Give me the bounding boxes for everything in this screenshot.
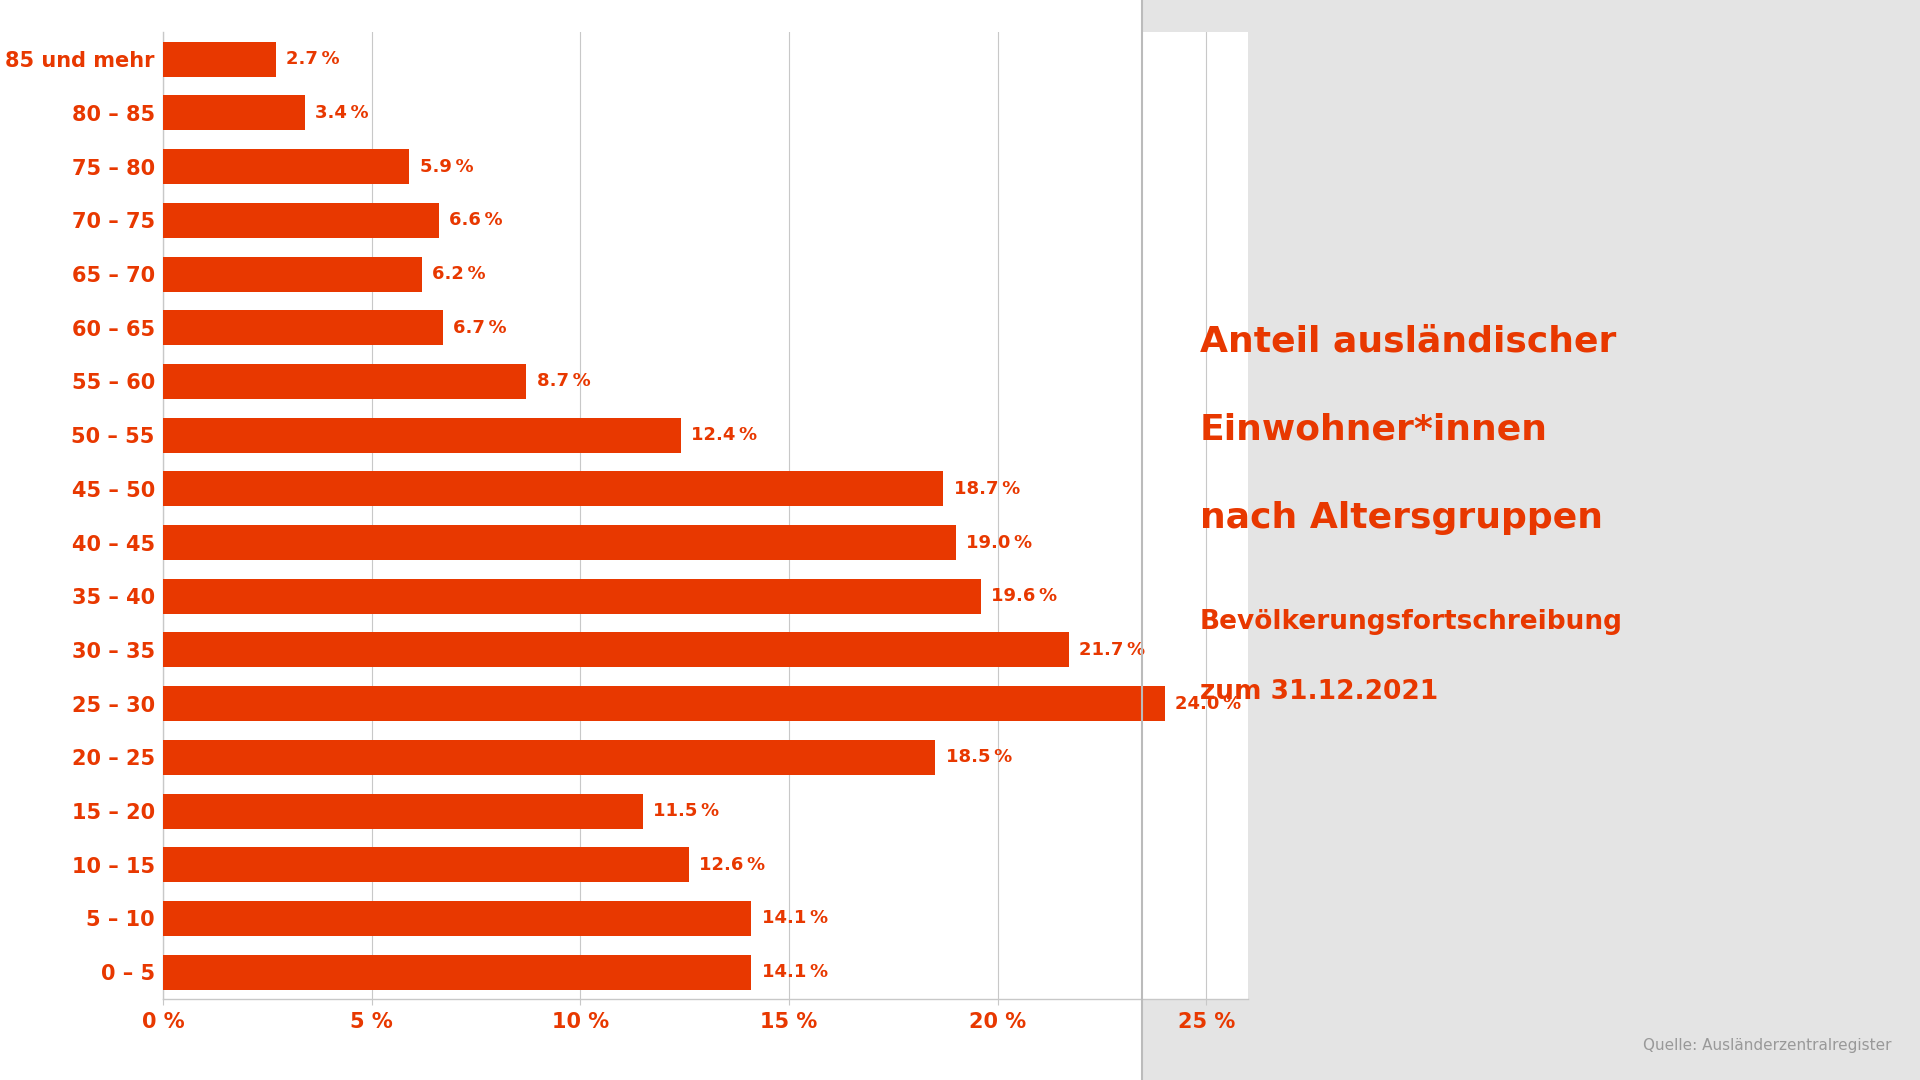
Bar (163, 525, 956, 561)
Bar (163, 95, 305, 131)
Text: 8.7 %: 8.7 % (536, 373, 589, 391)
Text: 11.5 %: 11.5 % (653, 802, 720, 820)
Bar (163, 633, 1069, 667)
Text: 5.9 %: 5.9 % (420, 158, 474, 176)
Text: 24.0 %: 24.0 % (1175, 694, 1240, 713)
Text: 12.4 %: 12.4 % (691, 427, 756, 444)
Text: Quelle: Ausländerzentralregister: Quelle: Ausländerzentralregister (1644, 1038, 1891, 1053)
Text: 18.7 %: 18.7 % (954, 480, 1020, 498)
Text: 6.2 %: 6.2 % (432, 265, 486, 283)
Bar (163, 848, 689, 882)
Text: 2.7 %: 2.7 % (286, 51, 340, 68)
Bar (163, 794, 643, 828)
Bar (163, 42, 276, 77)
Text: 12.6 %: 12.6 % (699, 855, 766, 874)
Bar (163, 740, 935, 774)
Text: Anteil ausländischer: Anteil ausländischer (1200, 324, 1617, 357)
Text: 21.7 %: 21.7 % (1079, 640, 1144, 659)
Text: zum 31.12.2021: zum 31.12.2021 (1200, 679, 1438, 705)
Bar (163, 310, 444, 346)
Text: 14.1 %: 14.1 % (762, 963, 828, 981)
Bar (163, 418, 680, 453)
Bar (163, 901, 751, 936)
Bar (163, 955, 751, 989)
Text: 6.6 %: 6.6 % (449, 212, 503, 229)
Bar (163, 579, 981, 613)
Text: 6.7 %: 6.7 % (453, 319, 507, 337)
Text: nach Altersgruppen: nach Altersgruppen (1200, 501, 1603, 535)
Text: Einwohner*innen: Einwohner*innen (1200, 413, 1548, 446)
Text: Bevölkerungsfortschreibung: Bevölkerungsfortschreibung (1200, 609, 1622, 635)
Bar (163, 257, 422, 292)
Bar (163, 471, 943, 507)
Text: 19.6 %: 19.6 % (991, 588, 1058, 605)
Bar (163, 203, 438, 238)
Text: 3.4 %: 3.4 % (315, 104, 369, 122)
Text: 18.5 %: 18.5 % (945, 748, 1012, 767)
Bar (163, 686, 1165, 721)
Text: 14.1 %: 14.1 % (762, 909, 828, 928)
Bar (163, 149, 409, 184)
Text: 19.0 %: 19.0 % (966, 534, 1033, 552)
Bar (163, 364, 526, 399)
